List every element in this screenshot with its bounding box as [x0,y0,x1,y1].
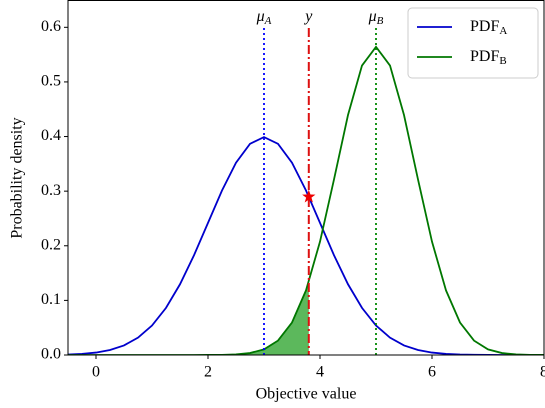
star-marker [302,189,316,203]
axes-frame [67,0,545,356]
y-tick-label: 0.4 [41,127,61,144]
legend-label: PDFB [470,48,507,67]
x-tick-label: 0 [92,364,100,381]
legend-box [407,7,539,79]
x-tick-label: 6 [428,364,436,381]
series-line [68,45,544,355]
vertical-line-label: μB [368,8,384,27]
y-tick-label: 0.1 [41,291,61,308]
y-tick-label: 0.0 [41,346,61,363]
x-tick-label: 2 [204,364,212,381]
x-tick-label: 4 [316,364,324,381]
y-axis-label: Probability density [9,117,26,238]
x-tick-label: 8 [540,364,545,381]
vertical-line-label: y [303,8,313,25]
y-tick-label: 0.6 [41,18,61,35]
y-tick-label: 0.3 [41,182,61,199]
x-axis-label: Objective value [256,386,357,403]
legend-label: PDFA [470,18,507,37]
vertical-line-label: μA [256,8,272,27]
y-tick-label: 0.2 [41,236,61,253]
y-tick-label: 0.5 [41,73,61,90]
shaded-area [68,280,309,355]
